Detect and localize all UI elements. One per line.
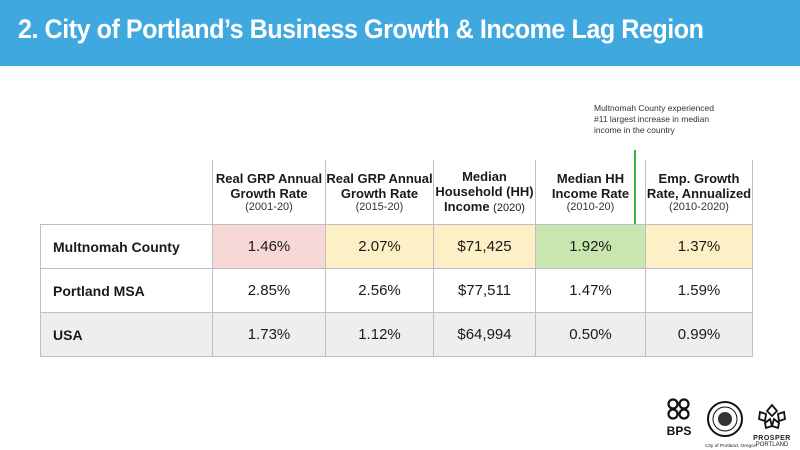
portland-text: PORTLAND bbox=[755, 442, 789, 448]
city-seal-icon bbox=[707, 401, 743, 437]
table-cell: 1.92% bbox=[535, 224, 646, 269]
table-cell: 2.85% bbox=[212, 268, 326, 313]
header-sub: (2020) bbox=[493, 201, 525, 214]
table-row-usa: USA 1.73% 1.12% $64,994 0.50% 0.99% bbox=[40, 312, 753, 357]
header-sub: (2001-20) bbox=[245, 200, 293, 213]
bps-mark-icon bbox=[667, 398, 690, 420]
table-cell: 1.73% bbox=[212, 312, 326, 357]
header-grp-2015: Real GRP Annual Growth Rate (2015-20) bbox=[325, 160, 434, 225]
header-main: Real GRP Annual Growth Rate bbox=[326, 170, 433, 201]
header-corner bbox=[40, 160, 213, 225]
table-cell: 2.07% bbox=[325, 224, 434, 269]
header-emp-growth: Emp. Growth Rate, Annualized (2010-2020) bbox=[645, 160, 753, 225]
table-cell: $64,994 bbox=[433, 312, 536, 357]
row-label: USA bbox=[40, 312, 213, 357]
header-main-text: Median Household (HH) Income bbox=[435, 168, 534, 214]
header-main: Median HH Income Rate bbox=[551, 170, 630, 201]
prosper-portland-logo: PROSPER PORTLAND bbox=[752, 402, 792, 448]
header-sub: (2015-20) bbox=[355, 200, 404, 213]
table-cell: 1.47% bbox=[535, 268, 646, 313]
table-cell: $71,425 bbox=[433, 224, 536, 269]
table-row-portland-msa: Portland MSA 2.85% 2.56% $77,511 1.47% 1… bbox=[40, 268, 753, 313]
table-cell: 1.46% bbox=[212, 224, 326, 269]
city-seal-logo: City of Portland, Oregon bbox=[700, 400, 757, 449]
table-cell: 1.59% bbox=[645, 268, 753, 313]
row-label: Portland MSA bbox=[40, 268, 213, 313]
header-row: Real GRP Annual Growth Rate (2001-20) Re… bbox=[40, 160, 753, 225]
prosper-text: PROSPER bbox=[753, 435, 791, 442]
header-main: Real GRP Annual Growth Rate bbox=[215, 170, 323, 201]
table-cell: 0.50% bbox=[535, 312, 646, 357]
header-sub: (2010-20) bbox=[566, 200, 615, 213]
header-median-income: Median Household (HH) Income (2020) bbox=[433, 160, 536, 225]
bps-logo-text: BPS bbox=[666, 424, 692, 438]
bps-logo: BPS bbox=[662, 398, 696, 438]
table-cell: 1.12% bbox=[325, 312, 434, 357]
header-main: Median Household (HH) Income (2020) bbox=[434, 169, 535, 216]
table-cell: 0.99% bbox=[645, 312, 753, 357]
table-cell: 1.37% bbox=[645, 224, 753, 269]
table-row-multnomah: Multnomah County 1.46% 2.07% $71,425 1.9… bbox=[40, 224, 753, 269]
annotation-note: Multnomah County experienced #11 largest… bbox=[594, 103, 715, 135]
table-cell: 2.56% bbox=[325, 268, 434, 313]
header-sub: (2010-2020) bbox=[669, 200, 729, 213]
title-bar: 2. City of Portland’s Business Growth & … bbox=[0, 0, 800, 66]
header-grp-2001: Real GRP Annual Growth Rate (2001-20) bbox=[212, 160, 326, 225]
header-income-rate: Median HH Income Rate (2010-20) bbox=[535, 160, 646, 225]
city-seal-caption: City of Portland, Oregon bbox=[705, 443, 757, 449]
table-cell: $77,511 bbox=[433, 268, 536, 313]
prosper-flower-icon bbox=[758, 403, 786, 430]
slide-title: 2. City of Portland’s Business Growth & … bbox=[18, 14, 704, 44]
comparison-table: Real GRP Annual Growth Rate (2001-20) Re… bbox=[40, 160, 753, 357]
header-main: Emp. Growth Rate, Annualized bbox=[646, 170, 752, 201]
row-label: Multnomah County bbox=[40, 224, 213, 269]
